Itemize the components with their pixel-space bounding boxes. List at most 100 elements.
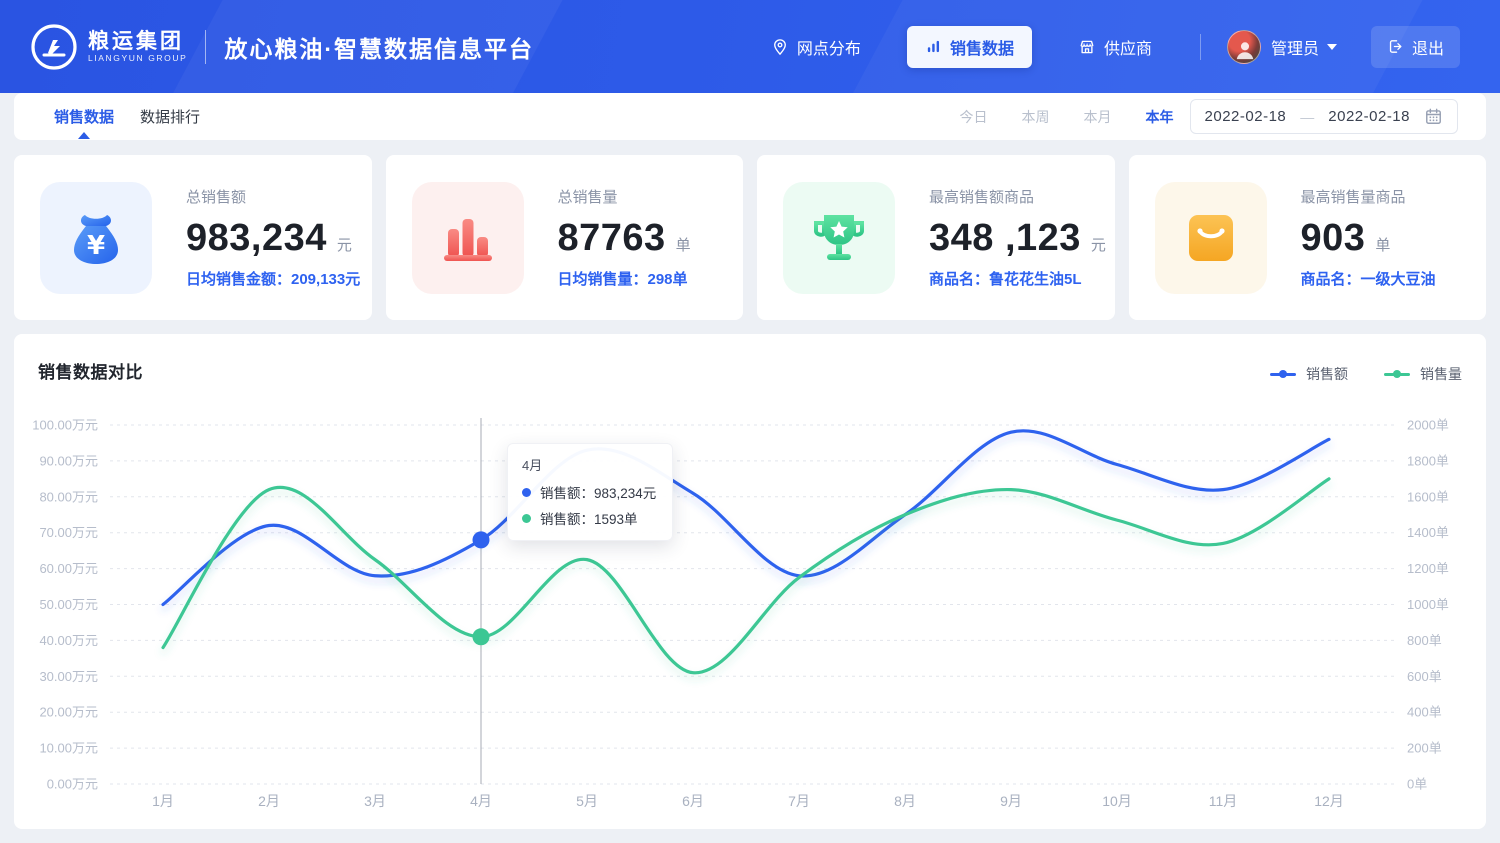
svg-text:200单: 200单 xyxy=(1407,741,1442,756)
nav-item-label: 网点分布 xyxy=(796,40,861,58)
svg-text:1200单: 1200单 xyxy=(1407,561,1449,576)
svg-text:1月: 1月 xyxy=(152,793,174,809)
date-to[interactable]: 2022-02-18 xyxy=(1328,108,1410,125)
nav-item-sales-data[interactable]: 销售数据 xyxy=(906,25,1032,68)
page-title: 放心粮油·智慧数据信息平台 xyxy=(224,35,535,62)
svg-text:400单: 400单 xyxy=(1407,705,1442,720)
date-from[interactable]: 2022-02-18 xyxy=(1204,108,1287,125)
tab-data-ranking[interactable]: 数据排行 xyxy=(140,92,200,141)
chevron-down-icon[interactable] xyxy=(1326,43,1337,50)
stat-card-total-sales-amount: ¥ 总销售额 983,234 元 日均销售金额：209,133元 xyxy=(14,155,372,320)
legend-item-sales-amount[interactable]: 销售额 xyxy=(1270,364,1348,384)
legend-label: 销售额 xyxy=(1306,366,1348,382)
range-this-year[interactable]: 本年 xyxy=(1145,108,1174,125)
stat-unit: 单 xyxy=(1375,237,1391,254)
svg-text:1000单: 1000单 xyxy=(1407,597,1449,612)
svg-text:6月: 6月 xyxy=(682,793,704,809)
svg-text:1800单: 1800单 xyxy=(1407,453,1449,468)
storefront-icon xyxy=(1080,40,1094,53)
header-divider xyxy=(1199,33,1201,60)
svg-text:9月: 9月 xyxy=(1000,793,1022,809)
stat-unit: 单 xyxy=(675,237,691,254)
svg-text:2月: 2月 xyxy=(258,793,280,809)
svg-text:8月: 8月 xyxy=(894,793,916,809)
date-range-presets: 今日 本周 本月 本年 xyxy=(960,107,1174,127)
svg-text:600单: 600单 xyxy=(1407,669,1442,684)
svg-text:4月: 4月 xyxy=(470,793,492,809)
tooltip-row-text: 销售额：983,234元 xyxy=(540,486,657,501)
stat-subtitle: 日均销售量：298单 xyxy=(557,271,688,288)
svg-text:2000单: 2000单 xyxy=(1407,418,1449,433)
tab-label: 数据排行 xyxy=(140,109,201,126)
nav-item-label: 供应商 xyxy=(1103,40,1152,58)
stat-card-total-sales-volume: 总销售量 87763 单 日均销售量：298单 xyxy=(385,155,743,320)
stat-title: 总销售额 xyxy=(186,189,247,206)
svg-text:0.00万元: 0.00万元 xyxy=(47,777,98,792)
stat-title: 最高销售量商品 xyxy=(1300,189,1406,206)
nav-item-network[interactable]: 网点分布 xyxy=(757,27,875,67)
legend-item-sales-volume[interactable]: 销售量 xyxy=(1384,364,1462,384)
active-tab-caret-icon xyxy=(78,132,90,139)
svg-text:20.00万元: 20.00万元 xyxy=(39,705,98,720)
tab-sales-data[interactable]: 销售数据 xyxy=(54,92,114,141)
svg-text:3月: 3月 xyxy=(364,793,386,809)
stat-card-top-amount-product: 最高销售额商品 348 ,123 元 商品名：鲁花花生油5L xyxy=(757,155,1115,320)
stat-value: 983,234 xyxy=(186,217,327,259)
trophy-icon xyxy=(783,181,895,294)
header-nav: 网点分布 销售数据 供应商 管理员 退出 xyxy=(757,25,1500,68)
stat-title: 最高销售额商品 xyxy=(929,189,1035,206)
stat-value: 87763 xyxy=(557,217,666,259)
svg-text:800单: 800单 xyxy=(1407,633,1442,648)
range-this-week[interactable]: 本周 xyxy=(1021,108,1050,125)
legend-label: 销售量 xyxy=(1420,366,1462,382)
svg-text:10月: 10月 xyxy=(1102,793,1132,809)
range-today[interactable]: 今日 xyxy=(959,108,988,125)
line-chart-plot[interactable]: 0.00万元 0单 10.00万元 200单 20.00万元 400单 30.00万元 600… xyxy=(14,334,1486,829)
chart-tooltip: 4月 销售额：983,234元 销售额：1593单 xyxy=(507,443,673,541)
logout-icon xyxy=(1389,40,1402,53)
stat-title: 总销售量 xyxy=(557,189,618,206)
user-name[interactable]: 管理员 xyxy=(1270,40,1319,58)
svg-text:70.00万元: 70.00万元 xyxy=(39,525,98,540)
sales-comparison-chart-card: 销售数据对比 销售额 销售量 0.00万元 0单 10.00万元 200单 20.00万… xyxy=(14,334,1486,829)
stat-subtitle: 商品名：一级大豆油 xyxy=(1300,271,1436,288)
svg-text:7月: 7月 xyxy=(788,793,810,809)
range-this-month[interactable]: 本月 xyxy=(1083,108,1112,125)
svg-text:12月: 12月 xyxy=(1314,793,1344,809)
stat-value: 348 ,123 xyxy=(929,217,1081,259)
series-dot xyxy=(522,487,531,497)
chart-legend: 销售额 销售量 xyxy=(1270,364,1462,384)
svg-text:1400单: 1400单 xyxy=(1407,525,1449,540)
money-bag-icon: ¥ xyxy=(40,181,152,294)
app-header: 粮运集团 LIANGYUN GROUP 放心粮油·智慧数据信息平台 网点分布 销… xyxy=(0,0,1500,93)
subnav-bar: 销售数据 数据排行 今日 本周 本月 本年 2022-02-18 — 2022-… xyxy=(14,93,1486,140)
date-separator: — xyxy=(1300,108,1315,125)
nav-item-suppliers[interactable]: 供应商 xyxy=(1064,27,1166,67)
bar-chart-icon xyxy=(411,181,524,294)
tooltip-row-text: 销售额：1593单 xyxy=(540,512,638,527)
stat-subtitle: 商品名：鲁花花生油5L xyxy=(929,271,1082,288)
svg-text:80.00万元: 80.00万元 xyxy=(39,489,98,504)
bar-chart-icon xyxy=(927,40,939,53)
svg-text:¥: ¥ xyxy=(87,231,105,261)
svg-text:5月: 5月 xyxy=(576,793,598,809)
stat-subtitle: 日均销售金额：209,133元 xyxy=(186,271,361,288)
svg-text:30.00万元: 30.00万元 xyxy=(39,669,98,684)
nav-item-label: 销售数据 xyxy=(949,40,1014,58)
logo-name-cn: 粮运集团 xyxy=(88,29,184,53)
shopping-bag-icon xyxy=(1154,181,1267,294)
logout-button[interactable]: 退出 xyxy=(1370,25,1460,68)
calendar-icon[interactable] xyxy=(1424,107,1443,126)
svg-text:100.00万元: 100.00万元 xyxy=(32,418,98,433)
stat-card-top-volume-product: 最高销售量商品 903 单 商品名：一级大豆油 xyxy=(1128,155,1486,320)
svg-text:50.00万元: 50.00万元 xyxy=(39,597,98,612)
tooltip-title: 4月 xyxy=(522,458,543,473)
svg-text:40.00万元: 40.00万元 xyxy=(39,633,98,648)
date-range-picker[interactable]: 2022-02-18 — 2022-02-18 xyxy=(1189,99,1458,134)
chart-title: 销售数据对比 xyxy=(38,363,143,382)
avatar[interactable] xyxy=(1226,29,1261,64)
stat-cards-row: ¥ 总销售额 983,234 元 日均销售金额：209,133元 总销售量 xyxy=(14,155,1486,320)
stat-unit: 元 xyxy=(336,237,352,254)
svg-text:10.00万元: 10.00万元 xyxy=(39,741,98,756)
tab-label: 销售数据 xyxy=(54,109,115,126)
